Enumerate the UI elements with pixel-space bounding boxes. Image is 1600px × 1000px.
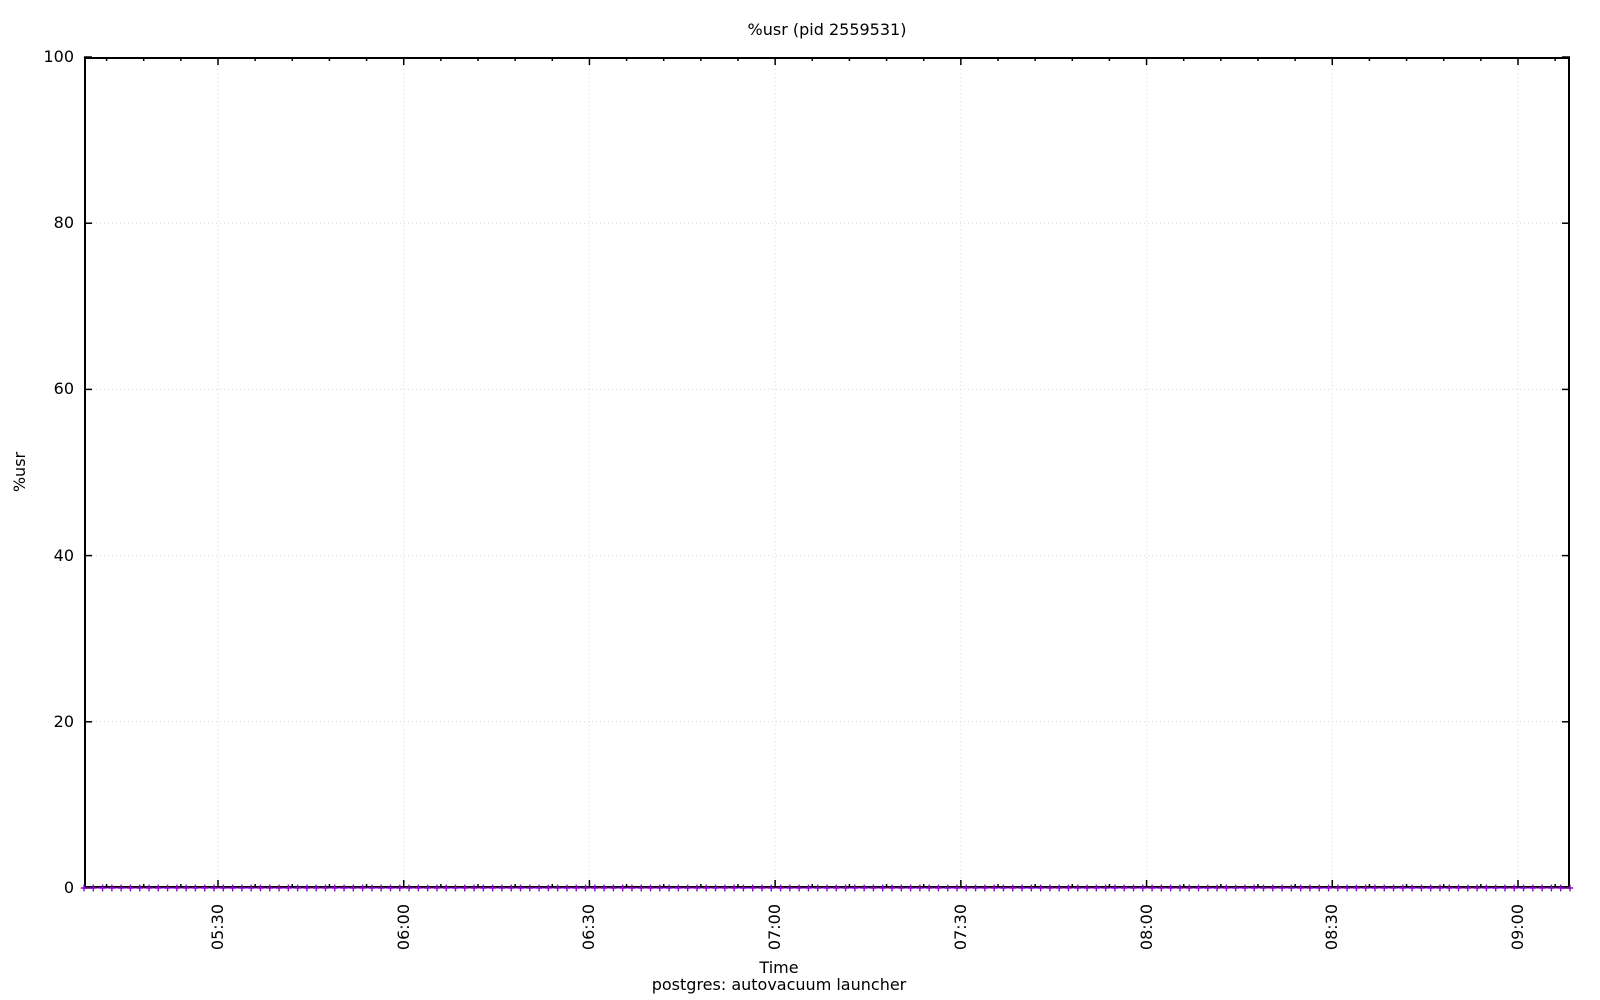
y-tick-label: 20 bbox=[53, 711, 74, 731]
y-tick-label: 80 bbox=[53, 213, 74, 233]
x-tick-label: 07:30 bbox=[950, 903, 970, 951]
x-tick-label: 08:30 bbox=[1322, 903, 1342, 951]
x-tick-label: 06:30 bbox=[579, 903, 599, 951]
x-tick-label: 07:00 bbox=[765, 903, 785, 951]
x-tick-label: 09:00 bbox=[1507, 903, 1527, 951]
y-tick-label: 40 bbox=[53, 545, 74, 565]
series-plus-markers bbox=[80, 884, 1574, 892]
plot-border bbox=[84, 57, 1570, 888]
y-tick-label: 60 bbox=[53, 379, 74, 399]
axis-ticks bbox=[84, 56, 1570, 889]
x-tick-label: 05:30 bbox=[208, 903, 227, 951]
y-axis-label: %usr bbox=[10, 451, 29, 493]
plot-area bbox=[80, 56, 1574, 892]
chart-title: %usr (pid 2559531) bbox=[747, 20, 907, 39]
series-key-label: postgres: autovacuum launcher bbox=[651, 975, 907, 994]
gridlines bbox=[84, 57, 1570, 888]
data-series-autovacuum-launcher bbox=[80, 884, 1574, 892]
x-tick-label: 08:00 bbox=[1136, 903, 1156, 951]
x-axis-label: Time bbox=[759, 958, 799, 977]
y-tick-label: 0 bbox=[63, 878, 74, 897]
x-tick-label: 06:00 bbox=[393, 903, 413, 951]
y-tick-label: 100 bbox=[43, 47, 74, 66]
